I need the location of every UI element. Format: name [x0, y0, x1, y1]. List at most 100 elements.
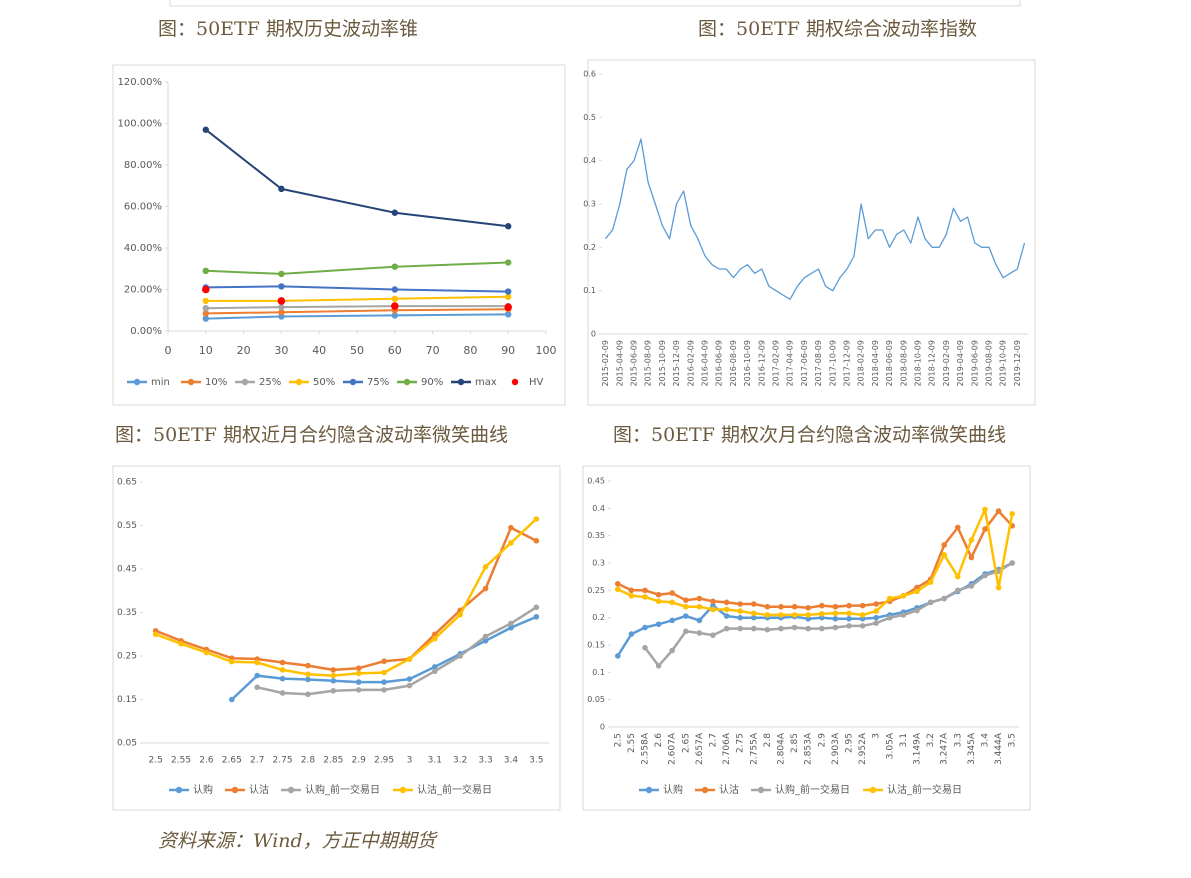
data-point	[655, 591, 662, 598]
legend-marker	[295, 378, 303, 386]
data-point	[457, 653, 463, 659]
x-tick-label: 2019-04-09	[956, 340, 965, 387]
data-point	[751, 614, 757, 621]
y-tick-label: 100.00%	[118, 119, 163, 130]
data-point	[846, 615, 852, 622]
data-point	[805, 605, 811, 611]
x-tick-label: 2.903A	[831, 732, 841, 765]
data-point	[642, 644, 648, 651]
x-tick-label: 2015-12-09	[672, 340, 681, 387]
data-point	[778, 625, 784, 632]
legend-marker	[133, 378, 141, 386]
data-point	[305, 691, 311, 698]
x-tick-label: 2015-08-09	[644, 340, 653, 387]
data-point	[533, 537, 540, 544]
x-tick-label: 3.3	[478, 756, 492, 766]
y-tick-label: 120.00%	[118, 77, 163, 88]
y-tick-label: 0	[591, 330, 596, 339]
data-point	[642, 624, 648, 631]
y-tick-label: 0.45	[587, 477, 605, 486]
data-point	[615, 580, 621, 587]
chart-frame	[112, 64, 566, 406]
data-point	[615, 586, 621, 593]
x-tick-label: 2019-08-09	[984, 340, 993, 387]
x-tick-label: 2017-10-09	[828, 340, 837, 387]
data-point	[751, 625, 757, 632]
data-point	[968, 537, 975, 543]
x-tick-label: 2.75	[273, 756, 293, 766]
data-point	[696, 603, 703, 610]
x-tick-label: 2.55	[171, 756, 191, 766]
x-tick-label: 2.5	[149, 756, 163, 766]
data-point	[278, 283, 285, 290]
data-point	[202, 297, 209, 305]
data-point	[859, 623, 866, 629]
chart-frame	[582, 465, 1031, 811]
x-tick-label: 2015-10-09	[658, 340, 667, 387]
data-point	[254, 672, 260, 679]
data-point	[391, 286, 398, 293]
data-point	[982, 506, 988, 513]
data-point	[778, 612, 784, 618]
x-tick-label: 20	[237, 344, 251, 357]
x-tick-label: 2.7	[709, 733, 719, 747]
x-tick-label: 3	[407, 756, 413, 766]
x-tick-label: 3	[872, 733, 882, 739]
x-tick-label: 2018-04-09	[871, 340, 880, 387]
data-point	[683, 613, 689, 619]
legend-label: 认购_前一交易日	[305, 783, 380, 796]
data-point	[710, 632, 716, 638]
data-point	[696, 630, 703, 636]
x-tick-label: 2016-04-09	[700, 340, 709, 387]
data-point	[202, 310, 209, 317]
x-tick-label: 3.2	[926, 733, 936, 747]
data-point	[995, 508, 1002, 514]
x-tick-label: 2.607A	[668, 732, 678, 765]
y-tick-label: 0	[600, 723, 605, 732]
data-point	[655, 598, 662, 605]
x-tick-label: 2.65	[222, 756, 242, 766]
data-point	[669, 647, 675, 654]
x-tick-label: 3.1	[428, 756, 442, 766]
x-tick-label: 3.3	[953, 733, 963, 747]
x-tick-label: 2.85	[323, 756, 343, 766]
data-point	[1009, 560, 1015, 566]
legend-label: 50%	[313, 377, 335, 388]
x-tick-label: 2.75	[736, 733, 746, 753]
data-point	[406, 682, 413, 689]
data-point	[846, 610, 852, 617]
data-point	[355, 679, 362, 685]
x-tick-label: 2018-06-09	[885, 340, 894, 387]
y-tick-label: 0.3	[583, 200, 596, 209]
data-point	[628, 631, 635, 637]
data-point	[968, 583, 975, 589]
data-point	[628, 593, 635, 599]
data-point	[887, 595, 893, 602]
data-point	[504, 303, 512, 311]
x-tick-label: 60	[388, 344, 402, 357]
data-point	[305, 676, 311, 683]
y-tick-label: 0.65	[117, 478, 137, 488]
x-tick-label: 2019-12-09	[1013, 340, 1022, 387]
data-point	[683, 628, 689, 635]
x-tick-label: 2.952A	[858, 732, 868, 765]
data-point	[832, 615, 839, 622]
y-tick-label: 60.00%	[124, 202, 162, 213]
data-point	[432, 668, 438, 675]
legend-marker	[241, 378, 249, 386]
data-point	[355, 687, 362, 693]
y-tick-label: 0.4	[583, 156, 596, 165]
data-point	[737, 608, 743, 614]
x-tick-label: 2017-02-09	[771, 340, 780, 387]
data-point	[737, 601, 743, 607]
data-point	[927, 579, 934, 585]
data-point	[391, 312, 398, 319]
data-point	[710, 598, 716, 605]
data-point	[710, 606, 716, 613]
series-line	[644, 561, 1013, 668]
data-point	[278, 270, 285, 278]
data-point	[968, 554, 975, 561]
data-point	[927, 599, 934, 606]
